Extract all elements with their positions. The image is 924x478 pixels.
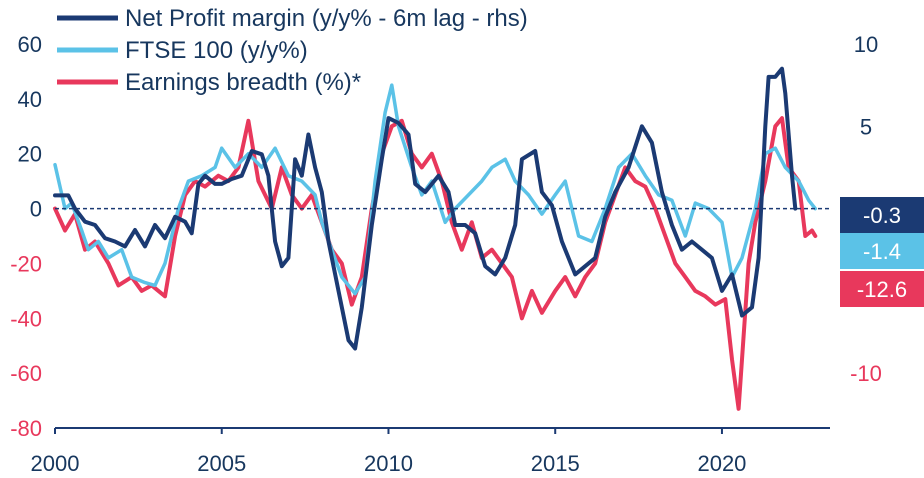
badge-breadth bbox=[840, 271, 924, 307]
badge-label-breadth: -12.6 bbox=[857, 277, 907, 302]
left-tick-label: 60 bbox=[18, 32, 42, 57]
x-tick-label: 2020 bbox=[697, 451, 746, 476]
badge-label-ftse: -1.4 bbox=[863, 239, 901, 264]
legend-label-profit: Net Profit margin (y/y% - 6m lag - rhs) bbox=[125, 5, 528, 32]
series-line-breadth bbox=[53, 116, 818, 411]
badge-label-profit: -0.3 bbox=[863, 203, 901, 228]
last-value-badges: -0.3 -1.4 -12.6 bbox=[840, 197, 924, 307]
legend-label-ftse: FTSE 100 (y/y%) bbox=[125, 37, 308, 64]
axes: 2000 2005 2010 2015 2020 60 40 20 0 -20 -40 -60 -80 1… bbox=[10, 32, 882, 476]
series-line-profit bbox=[53, 66, 798, 351]
badge-profit bbox=[840, 197, 924, 233]
x-tick-label: 2005 bbox=[197, 451, 246, 476]
legend: Net Profit margin (y/y% - 6m lag - rhs) F… bbox=[57, 5, 528, 96]
x-tick-label: 2015 bbox=[531, 451, 580, 476]
left-tick-label: 20 bbox=[18, 142, 42, 167]
legend-label-breadth: Earnings breadth (%)* bbox=[125, 69, 361, 96]
x-tick-label: 2010 bbox=[364, 451, 413, 476]
plot-area bbox=[53, 66, 818, 411]
right-tick-label: 5 bbox=[860, 114, 872, 139]
left-tick-label: -20 bbox=[10, 251, 42, 276]
x-tick-label: 2000 bbox=[31, 451, 80, 476]
right-tick-label: 10 bbox=[854, 32, 878, 57]
left-tick-label: -80 bbox=[10, 416, 42, 441]
left-tick-label: -60 bbox=[10, 361, 42, 386]
left-tick-label: 40 bbox=[18, 87, 42, 112]
badge-ftse bbox=[840, 233, 924, 269]
right-tick-label: -10 bbox=[850, 361, 882, 386]
left-tick-label: -40 bbox=[10, 306, 42, 331]
left-tick-label: 0 bbox=[30, 197, 42, 222]
